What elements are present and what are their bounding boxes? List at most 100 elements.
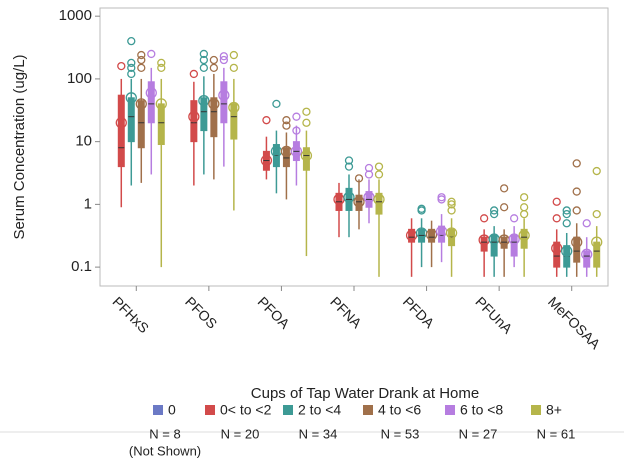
outlier bbox=[137, 63, 146, 73]
box bbox=[210, 97, 218, 138]
sample-size: N = 27 bbox=[459, 426, 498, 441]
outlier bbox=[199, 49, 209, 59]
box bbox=[438, 225, 446, 243]
mean bbox=[300, 149, 313, 162]
outlier bbox=[209, 55, 219, 65]
box bbox=[490, 234, 498, 257]
outlier bbox=[519, 203, 529, 212]
x-tick-label: PFDA bbox=[400, 293, 438, 331]
mean bbox=[198, 95, 210, 107]
mean bbox=[591, 236, 603, 248]
outlier bbox=[229, 63, 239, 73]
box bbox=[127, 97, 135, 143]
mean bbox=[218, 89, 230, 101]
y-tick-label: 0.1 bbox=[71, 258, 92, 275]
y-axis-title: Serum Concentration (ug/L) bbox=[11, 54, 28, 239]
outlier bbox=[292, 112, 301, 121]
mean bbox=[188, 111, 200, 123]
box bbox=[573, 236, 581, 263]
outlier bbox=[282, 121, 291, 130]
outlier bbox=[552, 214, 561, 223]
outlier bbox=[137, 50, 146, 60]
mean bbox=[145, 87, 157, 99]
box bbox=[500, 236, 508, 249]
sample-size: N = 20 bbox=[221, 426, 260, 441]
box bbox=[157, 103, 165, 146]
x-tick-label: PFHxS bbox=[110, 293, 153, 336]
mean bbox=[260, 154, 273, 167]
outlier bbox=[447, 206, 456, 215]
mean bbox=[373, 193, 385, 206]
mean bbox=[561, 245, 573, 257]
outlier bbox=[199, 63, 209, 73]
outlier bbox=[292, 126, 301, 135]
outlier bbox=[519, 209, 529, 219]
x-tick-label: MeFOSAA bbox=[545, 293, 604, 352]
box bbox=[355, 194, 363, 211]
outlier bbox=[499, 203, 509, 212]
box bbox=[510, 234, 518, 257]
mean bbox=[445, 227, 458, 239]
outlier bbox=[499, 184, 509, 193]
outlier bbox=[447, 200, 456, 209]
outlier bbox=[354, 174, 364, 183]
mean bbox=[508, 233, 520, 245]
outlier bbox=[592, 209, 601, 219]
outlier bbox=[489, 209, 499, 219]
outlier bbox=[157, 58, 166, 68]
outlier bbox=[302, 107, 311, 116]
outlier bbox=[147, 49, 156, 59]
outlier bbox=[127, 36, 136, 46]
mean bbox=[343, 191, 355, 203]
sample-size: N = 34 bbox=[299, 426, 338, 441]
mean bbox=[571, 236, 583, 248]
legend-swatch bbox=[153, 405, 163, 415]
outlier bbox=[519, 193, 529, 202]
outlier bbox=[562, 209, 571, 219]
box bbox=[147, 81, 155, 124]
outlier bbox=[344, 162, 354, 171]
outlier bbox=[374, 162, 384, 171]
outlier bbox=[282, 116, 291, 125]
mean bbox=[518, 229, 530, 242]
box bbox=[593, 241, 601, 268]
mean bbox=[228, 101, 240, 114]
legend-swatch bbox=[283, 405, 293, 415]
outlier bbox=[262, 116, 271, 125]
box bbox=[553, 241, 561, 268]
mean bbox=[125, 92, 137, 104]
box bbox=[220, 81, 228, 124]
outlier bbox=[437, 193, 446, 202]
legend-swatch bbox=[445, 405, 455, 415]
outlier bbox=[157, 63, 166, 73]
x-tick-label: PFNA bbox=[327, 293, 365, 331]
outlier bbox=[552, 197, 561, 206]
outlier bbox=[272, 99, 281, 109]
mean bbox=[425, 228, 438, 241]
outlier bbox=[592, 166, 601, 176]
outlier bbox=[344, 156, 354, 165]
outlier bbox=[137, 55, 146, 65]
outlier bbox=[219, 55, 229, 65]
sample-size: N = 61 bbox=[537, 426, 576, 441]
outlier bbox=[509, 214, 519, 223]
outlier bbox=[562, 219, 571, 228]
outlier bbox=[572, 206, 581, 215]
mean bbox=[551, 242, 563, 254]
legend-swatch bbox=[205, 405, 215, 415]
outlier bbox=[417, 204, 426, 213]
outlier bbox=[582, 219, 591, 228]
outlier bbox=[562, 206, 571, 215]
outlier bbox=[489, 206, 499, 215]
box bbox=[200, 97, 208, 132]
outlier bbox=[447, 197, 456, 206]
mean bbox=[290, 145, 303, 158]
outlier bbox=[199, 55, 209, 65]
legend-label: 2 to <4 bbox=[298, 402, 341, 418]
y-tick-label: 1 bbox=[84, 195, 92, 212]
outlier bbox=[219, 52, 229, 61]
y-tick-label: 100 bbox=[67, 70, 92, 87]
outlier bbox=[127, 63, 136, 73]
outlier bbox=[189, 69, 199, 79]
